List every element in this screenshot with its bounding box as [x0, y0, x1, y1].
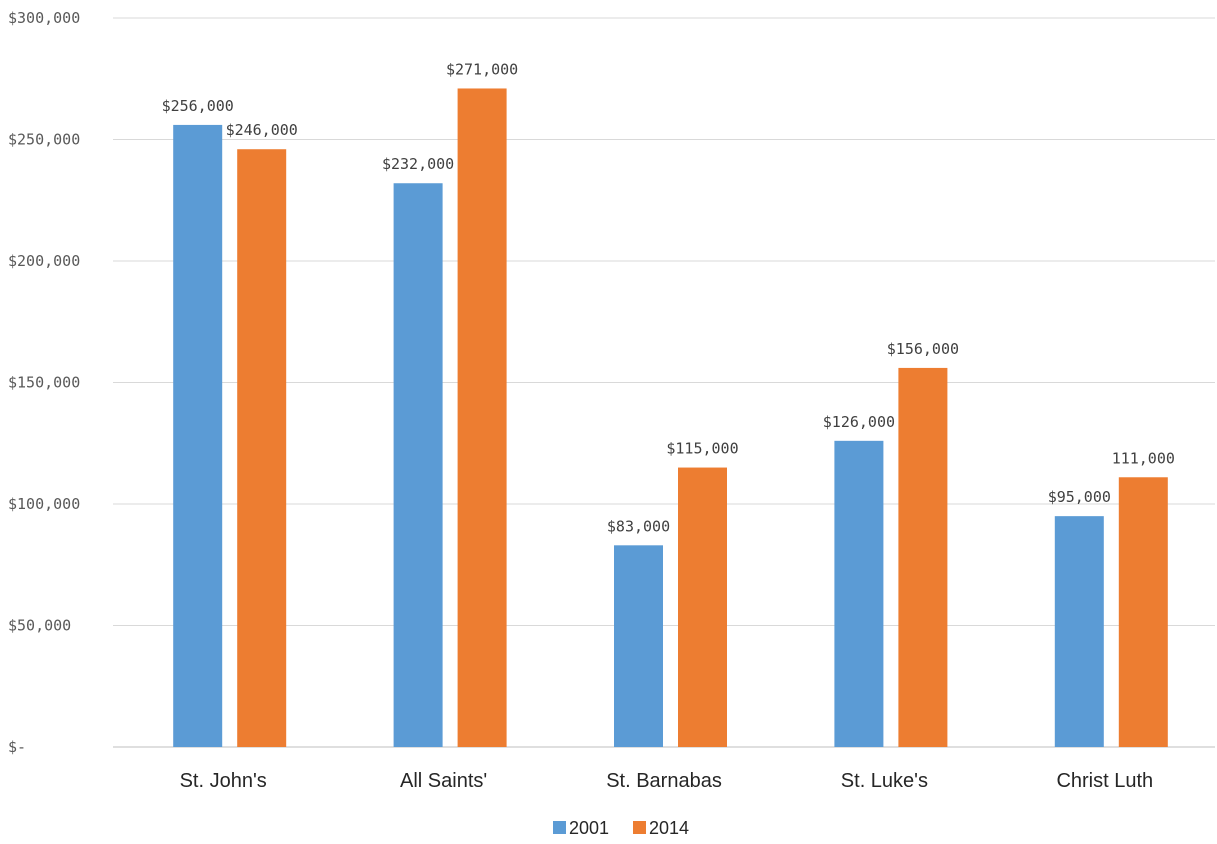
bar-2014 [898, 367, 948, 747]
x-tick-label: St. Barnabas [606, 770, 722, 792]
legend-swatch [633, 821, 646, 834]
y-tick-label: $50,000 [8, 617, 71, 635]
data-labels: $256,000 $246,000 $232,000 $271,000 $83,000 $… [162, 60, 1175, 535]
y-axis-tick-labels: $- $50,000 $100,000 $150,000 $200,000 $250,00… [8, 9, 80, 756]
x-tick-label: St. John's [180, 770, 267, 792]
bar-2014 [237, 149, 287, 748]
bar-2014 [678, 467, 727, 747]
gridlines [113, 17, 1215, 748]
data-label: $95,000 [1048, 488, 1111, 506]
data-label: $246,000 [226, 121, 298, 139]
x-tick-label: Christ Luth [1056, 770, 1153, 792]
y-tick-label: $150,000 [8, 374, 80, 392]
y-tick-label: $300,000 [8, 9, 80, 27]
y-tick-label: $- [8, 738, 26, 756]
data-label: $232,000 [382, 155, 454, 173]
legend-swatch [553, 821, 566, 834]
bars [173, 88, 1168, 748]
bar-2001 [173, 124, 223, 748]
legend-label: 2014 [649, 818, 689, 838]
x-axis-tick-labels: St. John's All Saints' St. Barnabas St. Luk… [180, 770, 1154, 792]
data-label: $271,000 [446, 60, 518, 78]
data-label: 111,000 [1112, 449, 1175, 467]
y-tick-label: $100,000 [8, 495, 80, 513]
data-label: $256,000 [162, 97, 234, 115]
x-tick-label: All Saints' [400, 770, 487, 792]
y-tick-label: $250,000 [8, 131, 80, 149]
data-label: $156,000 [887, 340, 959, 358]
legend: 2001 2014 [553, 818, 689, 838]
bar-2014 [1118, 477, 1168, 747]
bar-2001 [393, 183, 443, 748]
bar-2001 [834, 440, 884, 747]
data-label: $115,000 [666, 440, 738, 458]
bar-2014 [457, 88, 507, 748]
x-tick-label: St. Luke's [841, 770, 928, 792]
bar-2001 [614, 545, 663, 747]
data-label: $126,000 [823, 413, 895, 431]
bar-2001 [1054, 516, 1104, 747]
legend-label: 2001 [569, 818, 609, 838]
data-label: $83,000 [607, 517, 670, 535]
y-tick-label: $200,000 [8, 252, 80, 270]
